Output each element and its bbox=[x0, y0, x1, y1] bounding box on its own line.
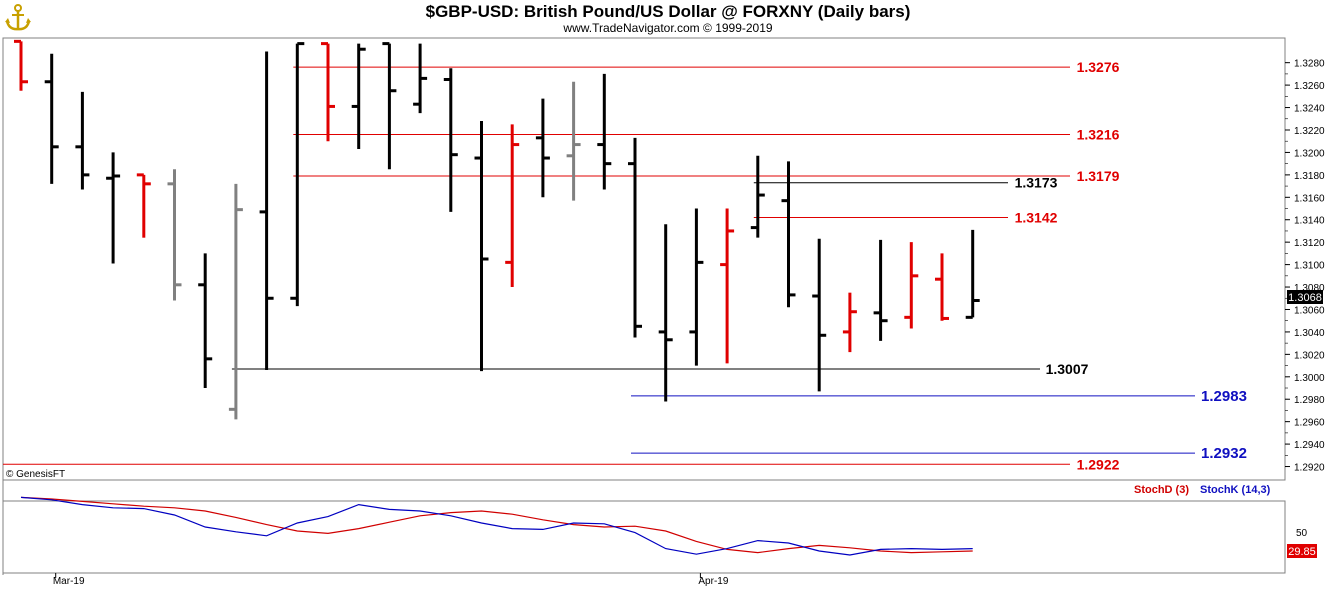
price-tick-label: 1.2960 bbox=[1294, 418, 1325, 429]
price-tick-label: 1.3060 bbox=[1294, 305, 1325, 316]
price-tick-label: 1.3100 bbox=[1294, 261, 1325, 272]
stochastic-lines bbox=[20, 496, 973, 556]
copyright-label: © GenesisFT bbox=[6, 469, 65, 480]
ohlc-bars bbox=[14, 39, 980, 420]
date-tick-label: Apr-19 bbox=[698, 576, 728, 587]
last-price-marker bbox=[1287, 290, 1323, 304]
stoch-series-line bbox=[20, 496, 973, 554]
price-tick-label: 1.3140 bbox=[1294, 216, 1325, 227]
anchor-logo-icon bbox=[5, 4, 31, 31]
level-label: 1.3276 bbox=[1077, 59, 1120, 75]
date-axis: Mar-19 Apr-19 bbox=[53, 573, 729, 587]
price-tick-label: 1.3180 bbox=[1294, 171, 1325, 182]
price-tick-label: 1.3040 bbox=[1294, 328, 1325, 339]
price-tick-label: 1.3200 bbox=[1294, 148, 1325, 159]
price-tick-label: 1.3260 bbox=[1294, 81, 1325, 92]
price-tick-label: 1.2940 bbox=[1294, 440, 1325, 451]
last-price-label: 1.3068 bbox=[1288, 292, 1322, 304]
price-tick-label: 1.3120 bbox=[1294, 238, 1325, 249]
date-tick-label: Mar-19 bbox=[53, 576, 85, 587]
price-tick-label: 1.3160 bbox=[1294, 193, 1325, 204]
price-tick-label: 1.3000 bbox=[1294, 373, 1325, 384]
price-tick-label: 1.2980 bbox=[1294, 395, 1325, 406]
price-pane bbox=[2, 37, 1286, 481]
level-label: 1.3179 bbox=[1077, 168, 1120, 184]
price-tick-label: 1.3220 bbox=[1294, 126, 1325, 137]
price-tick-label: 1.3240 bbox=[1294, 104, 1325, 115]
level-label: 1.2932 bbox=[1201, 445, 1247, 462]
price-axis: 1.3280 1.3260 1.3240 1.3220 1.3200 1.3180 1.31… bbox=[1285, 59, 1325, 474]
level-label: 1.2922 bbox=[1077, 456, 1120, 472]
stochd-legend: StochD (3) bbox=[1134, 484, 1189, 496]
price-tick-label: 1.3280 bbox=[1294, 59, 1325, 70]
level-label: 1.3173 bbox=[1015, 175, 1058, 191]
level-label: 1.3216 bbox=[1077, 126, 1120, 142]
price-tick-label: 1.3080 bbox=[1294, 283, 1325, 294]
price-tick-label: 1.2920 bbox=[1294, 463, 1325, 474]
stoch-series-line bbox=[20, 496, 973, 556]
chart-subtitle: www.TradeNavigator.com © 1999-2019 bbox=[563, 21, 773, 35]
chart-title: $GBP-USD: British Pound/US Dollar @ FORX… bbox=[425, 2, 911, 21]
stochk-legend: StochK (14,3) bbox=[1200, 484, 1271, 496]
level-label: 1.2983 bbox=[1201, 388, 1247, 405]
stoch-last-value: 29.85 bbox=[1288, 546, 1316, 558]
level-label: 1.3007 bbox=[1046, 361, 1089, 377]
horizontal-levels: 1.3276 1.3216 1.3179 1.3173 1.3142 1.3007 1.29… bbox=[3, 59, 1247, 472]
stoch-tick-50: 50 bbox=[1296, 528, 1308, 539]
level-label: 1.3142 bbox=[1015, 209, 1058, 225]
stoch-last-marker bbox=[1287, 544, 1317, 558]
price-tick-label: 1.3020 bbox=[1294, 350, 1325, 361]
